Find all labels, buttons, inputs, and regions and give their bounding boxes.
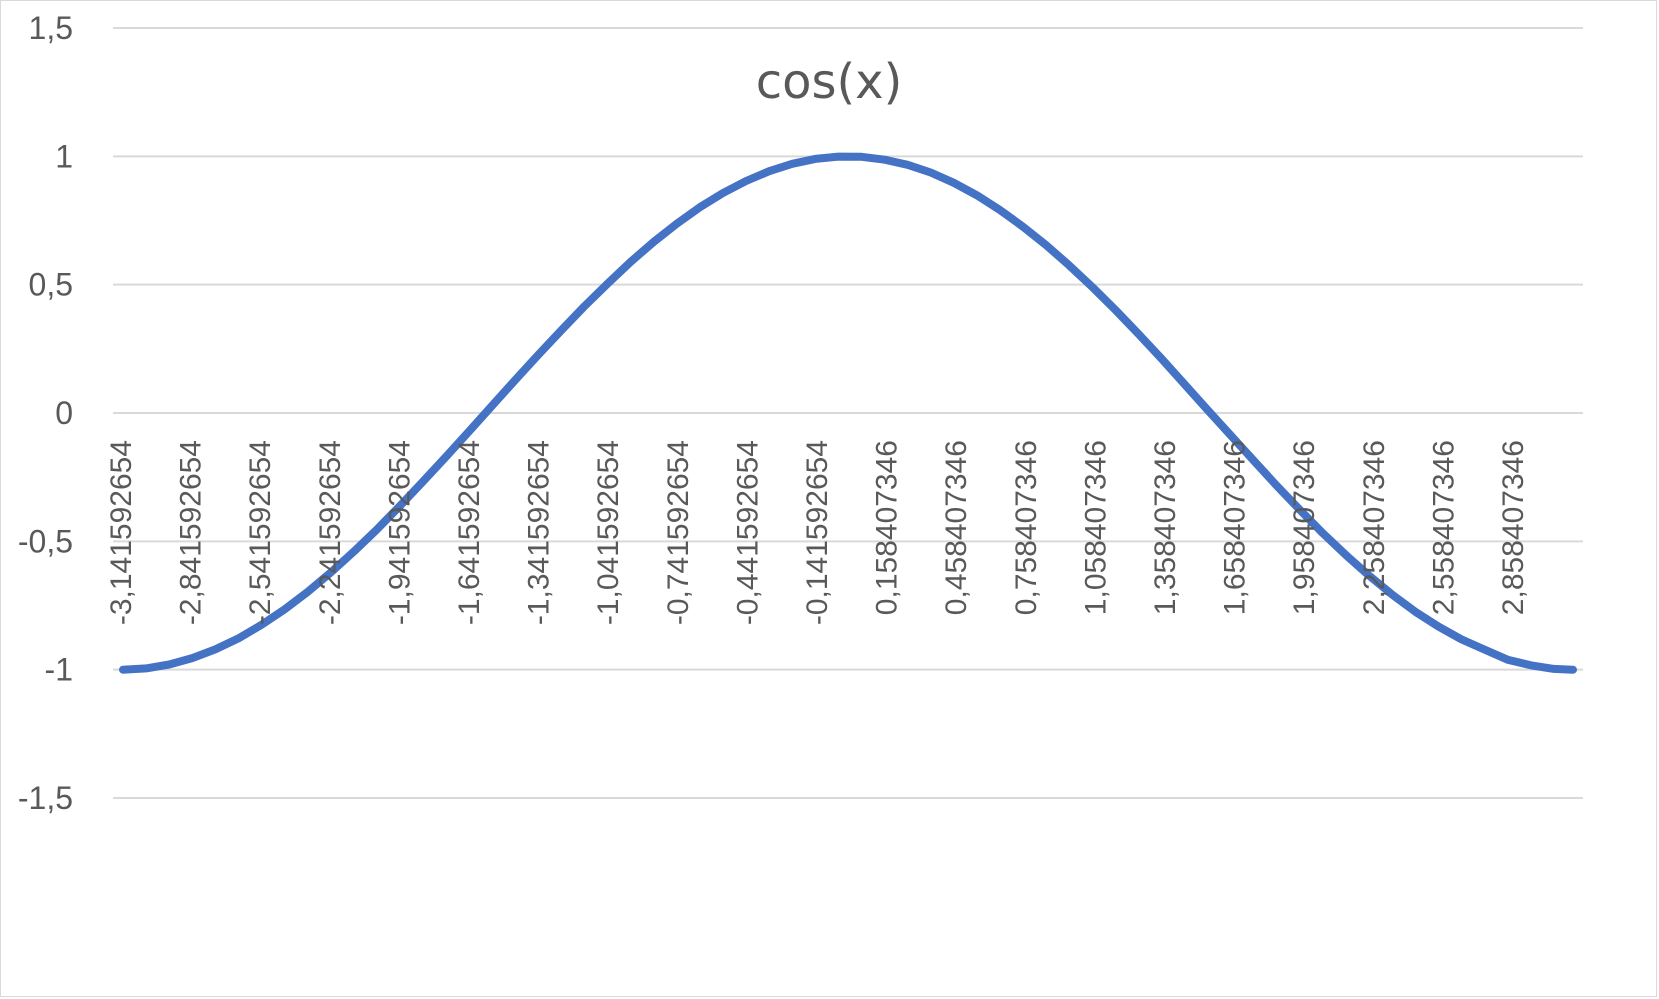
chart-title: cos(x) [756,54,903,110]
x-tick-label: 1,658407346 [1219,440,1252,615]
x-tick-label: -2,241592654 [314,440,347,625]
y-tick-label: 0,5 [29,267,73,303]
x-tick-label: -2,541592654 [244,440,277,625]
series-layer [119,152,1577,674]
x-tick-label: 2,558407346 [1427,440,1460,615]
x-tick-label: 0,458407346 [940,440,973,615]
series-line-cos [119,152,1577,674]
x-tick-label: -1,341592654 [523,440,556,625]
x-tick-label: -0,741592654 [662,440,695,625]
x-tick-label: 0,158407346 [871,440,904,615]
x-tick-label: -1,041592654 [592,440,625,625]
y-tick-label: 1,5 [29,10,73,46]
y-tick-label: -1 [45,652,73,688]
gridlines [113,27,1583,799]
x-axis-ticks: -3,141592654 -2,841592654 -2,541592654 -2,2… [105,440,1530,625]
y-axis-ticks: 1,5 1 0,5 0 -0,5 -1 -1,5 [18,10,73,816]
x-tick-label: -1,941592654 [383,440,416,625]
y-tick-label: 1 [55,138,73,174]
x-tick-label: 1,358407346 [1149,440,1182,615]
x-tick-label: -0,141592654 [801,440,834,625]
x-tick-label: 1,958407346 [1288,440,1321,615]
x-tick-label: 2,258407346 [1358,440,1391,615]
x-tick-label: 1,058407346 [1079,440,1112,615]
x-tick-label: -2,841592654 [175,440,208,625]
y-tick-label: -0,5 [18,523,73,559]
x-tick-label: -0,441592654 [731,440,764,625]
x-tick-label: -3,141592654 [105,440,138,625]
x-tick-label: -1,641592654 [453,440,486,625]
y-tick-label: -1,5 [18,780,73,816]
y-tick-label: 0 [55,395,73,431]
x-tick-label: 2,858407346 [1497,440,1530,615]
x-tick-label: 0,758407346 [1010,440,1043,615]
